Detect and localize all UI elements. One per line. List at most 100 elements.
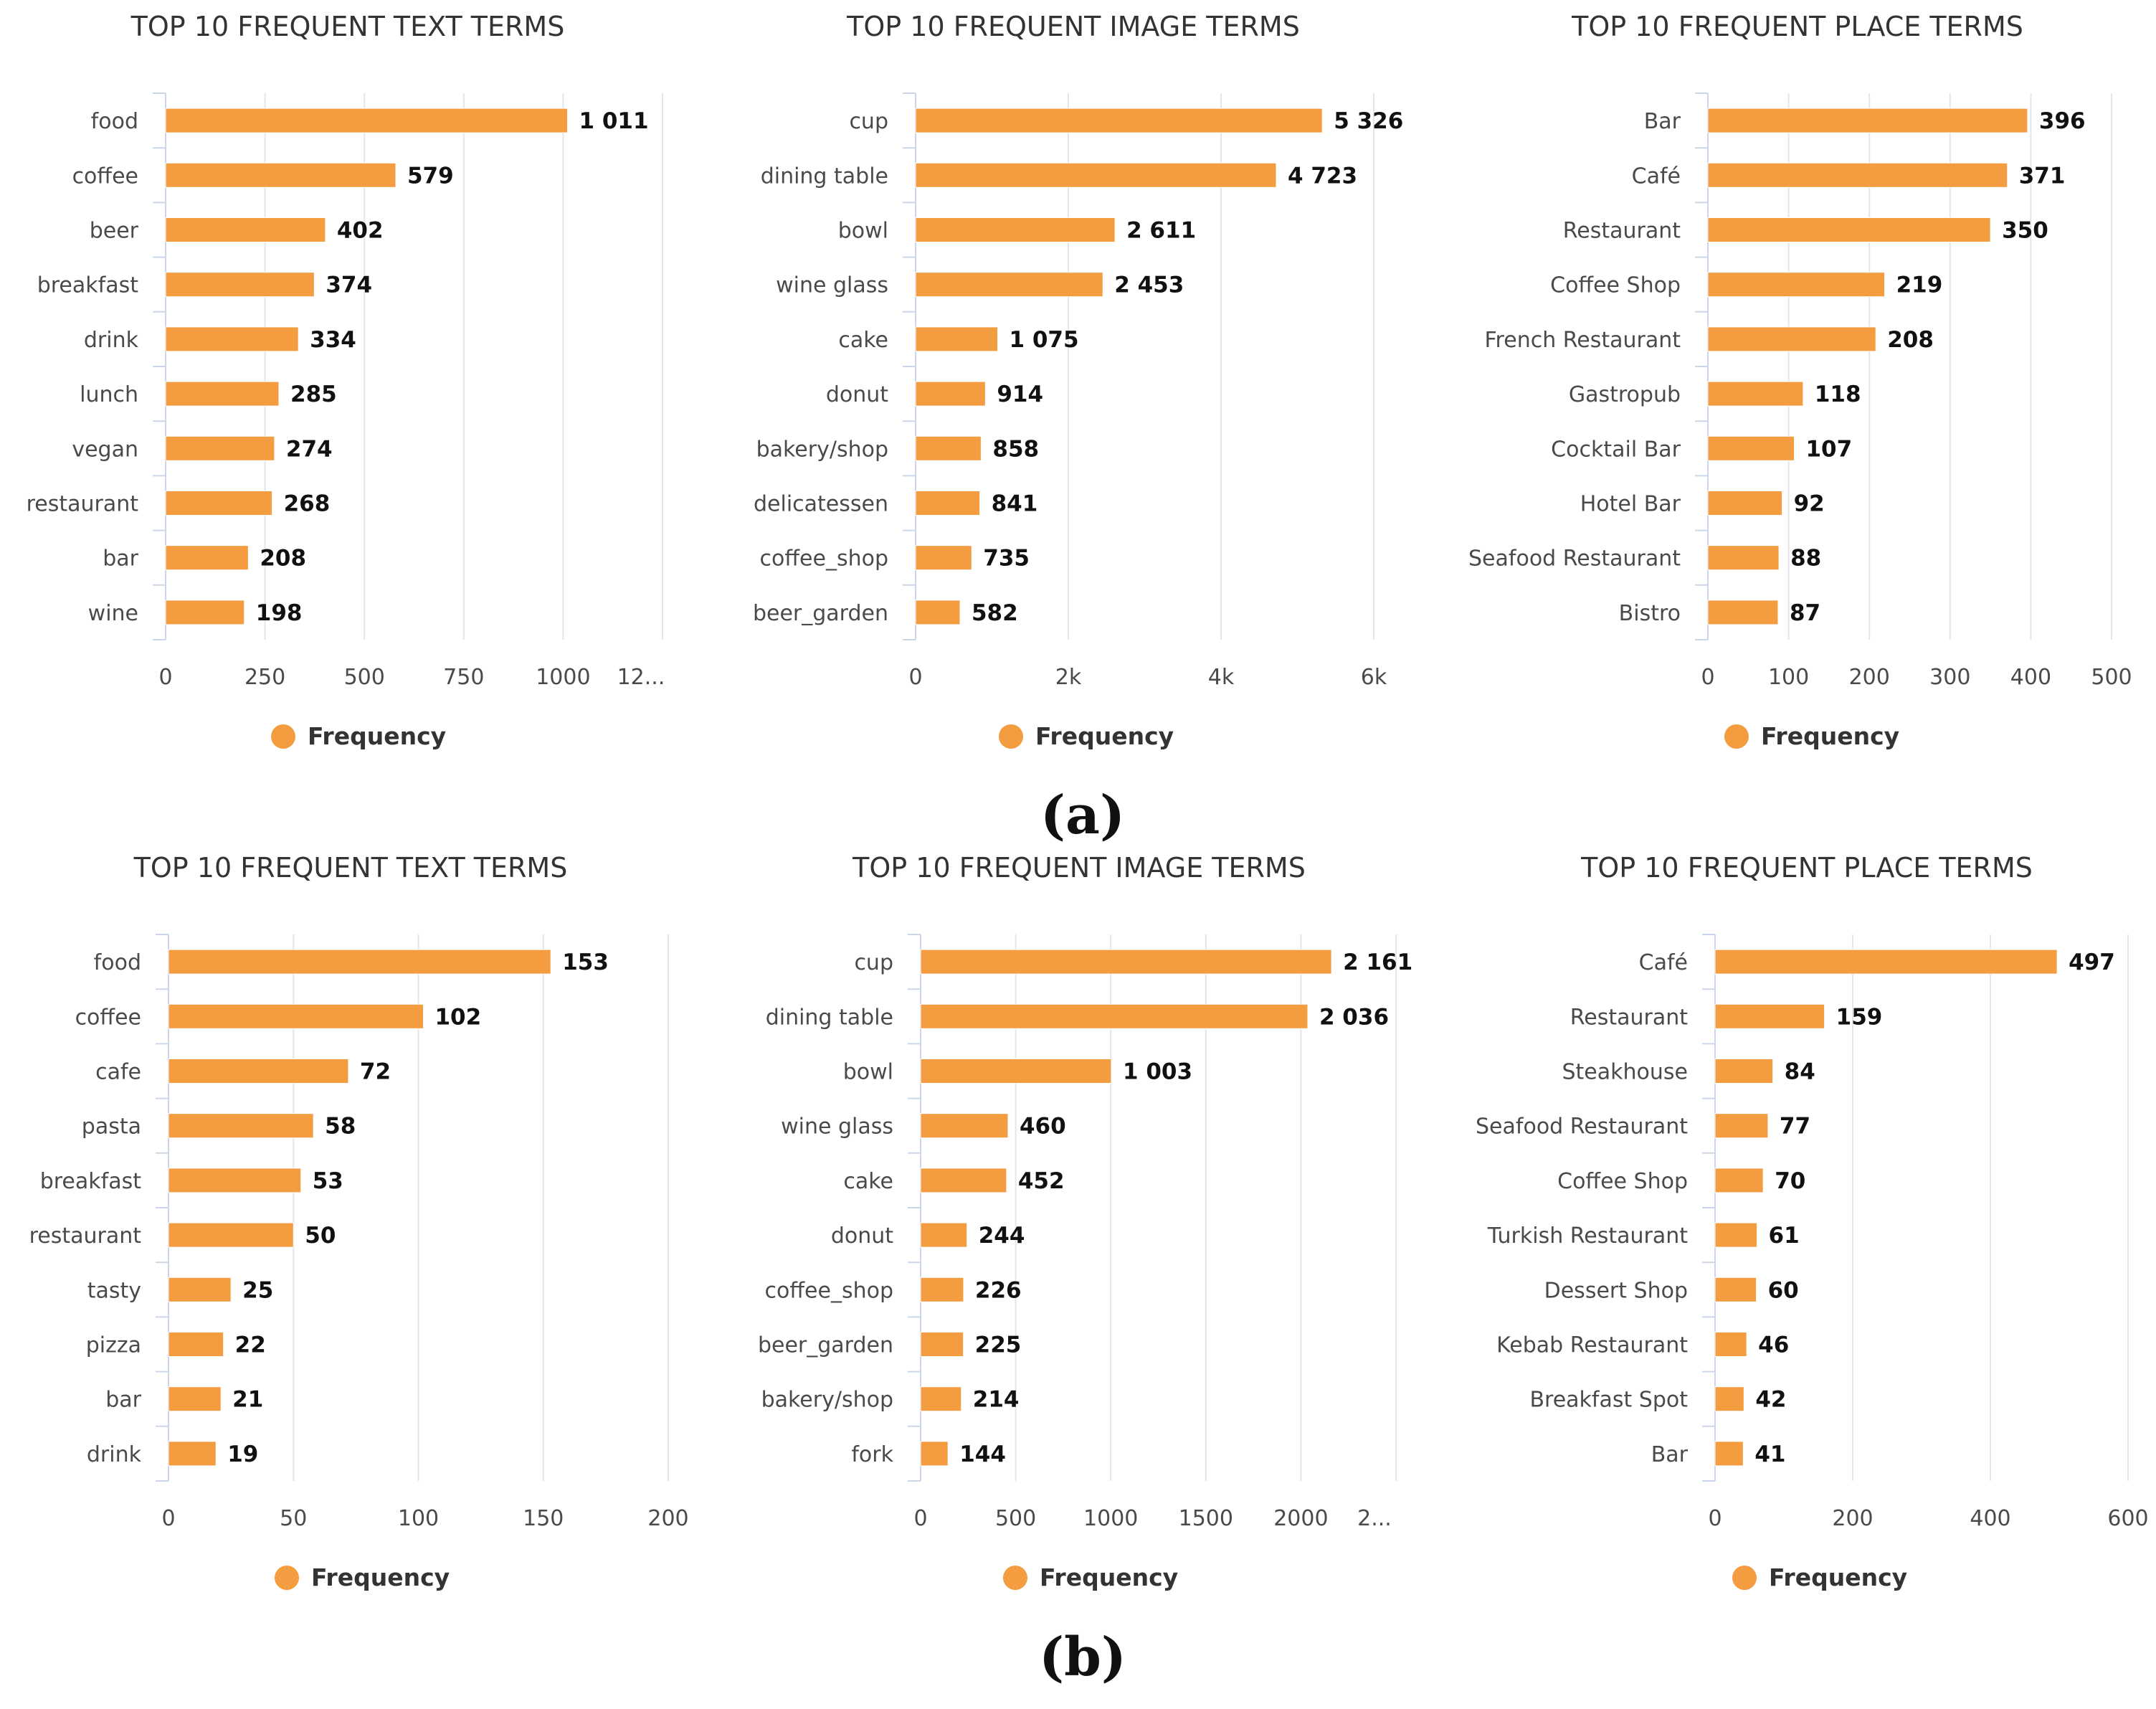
data-label: 53 — [313, 1168, 343, 1194]
category-label: cup — [849, 109, 888, 134]
category-label: bakery/shop — [761, 1388, 893, 1413]
data-label: 70 — [1775, 1168, 1805, 1194]
legend-label: Frequency — [1769, 1563, 1907, 1591]
chart-title: TOP 10 FREQUENT TEXT TERMS — [133, 852, 568, 884]
bar — [1714, 1441, 1744, 1467]
category-label: Coffee Shop — [1557, 1169, 1688, 1194]
category-label: lunch — [80, 382, 138, 407]
value-tick-label: 0 — [908, 665, 922, 690]
legend-swatch — [1003, 1566, 1027, 1590]
category-label: French Restaurant — [1484, 328, 1681, 353]
data-label: 22 — [235, 1332, 266, 1358]
value-tick-label: 2... — [1357, 1506, 1392, 1531]
category-label: Hotel Bar — [1580, 492, 1681, 517]
value-tick-label: 50 — [280, 1506, 307, 1531]
value-tick-label: 200 — [1832, 1506, 1873, 1531]
data-label: 452 — [1018, 1168, 1065, 1194]
data-label: 72 — [360, 1059, 391, 1085]
data-label: 144 — [959, 1441, 1006, 1467]
data-label: 350 — [2002, 218, 2048, 244]
bar — [165, 217, 326, 242]
category-label: cafe — [95, 1060, 141, 1085]
data-label: 219 — [1896, 273, 1943, 298]
legend-label: Frequency — [308, 722, 446, 750]
bar — [165, 545, 249, 571]
bar — [168, 1003, 424, 1029]
data-label: 153 — [562, 950, 609, 975]
data-label: 60 — [1768, 1277, 1799, 1303]
category-label: Restaurant — [1563, 219, 1681, 244]
value-tick-label: 2000 — [1273, 1506, 1328, 1531]
data-label: 87 — [1790, 600, 1820, 626]
category-label: cake — [843, 1169, 893, 1194]
category-label: Breakfast Spot — [1529, 1388, 1688, 1413]
data-label: 21 — [232, 1387, 263, 1413]
value-tick-label: 0 — [161, 1506, 175, 1531]
data-label: 4 723 — [1288, 163, 1357, 189]
data-label: 208 — [260, 546, 306, 572]
data-label: 118 — [1815, 382, 1861, 407]
data-label: 25 — [242, 1277, 273, 1303]
bar — [920, 1277, 964, 1302]
category-label: cake — [838, 328, 888, 353]
data-label: 159 — [1836, 1004, 1883, 1030]
value-tick-label: 0 — [1708, 1506, 1722, 1531]
category-label: coffee_shop — [760, 546, 888, 572]
category-label: wine glass — [781, 1114, 893, 1140]
bar — [1714, 1113, 1769, 1139]
data-label: 268 — [284, 491, 331, 517]
bar — [1707, 491, 1783, 516]
chart-title: TOP 10 FREQUENT IMAGE TERMS — [846, 11, 1300, 42]
chart-6: TOP 10 FREQUENT PLACE TERMS Café 497 Restau… — [1476, 852, 2149, 1591]
chart-title: TOP 10 FREQUENT TEXT TERMS — [130, 11, 565, 42]
data-label: 19 — [227, 1441, 258, 1467]
bar — [1714, 1059, 1774, 1084]
category-label: coffee — [75, 1005, 141, 1030]
data-label: 84 — [1785, 1059, 1815, 1085]
category-label: restaurant — [29, 1223, 142, 1249]
value-tick-label: 600 — [2107, 1506, 2148, 1531]
value-tick-label: 400 — [2010, 665, 2051, 690]
category-label: bowl — [838, 219, 888, 244]
data-label: 285 — [290, 382, 337, 407]
bar — [165, 162, 396, 188]
category-label: Bar — [1644, 109, 1681, 134]
data-label: 274 — [286, 436, 333, 462]
bar — [165, 272, 315, 298]
data-label: 1 075 — [1009, 327, 1078, 353]
bar — [920, 1441, 949, 1467]
data-label: 50 — [305, 1223, 336, 1249]
category-label: coffee — [72, 164, 138, 189]
bar — [1707, 600, 1779, 625]
legend-swatch — [999, 724, 1023, 749]
bar — [920, 1168, 1007, 1193]
bar — [920, 949, 1332, 975]
value-tick-label: 0 — [913, 1506, 927, 1531]
bar — [915, 217, 1116, 242]
value-tick-label: 6k — [1361, 665, 1387, 690]
data-label: 2 161 — [1343, 950, 1412, 975]
data-label: 102 — [434, 1004, 481, 1030]
chart-title: TOP 10 FREQUENT IMAGE TERMS — [852, 852, 1306, 884]
bar — [1707, 326, 1876, 352]
bar — [915, 545, 972, 571]
data-label: 396 — [2039, 108, 2086, 134]
category-label: Café — [1639, 950, 1688, 975]
category-label: Cocktail Bar — [1551, 437, 1681, 462]
value-tick-label: 500 — [2091, 665, 2132, 690]
data-label: 334 — [310, 327, 356, 353]
category-label: Kebab Restaurant — [1496, 1333, 1688, 1358]
bar — [1714, 1332, 1747, 1357]
legend-label: Frequency — [311, 1563, 450, 1591]
data-label: 41 — [1754, 1441, 1785, 1467]
category-label: fork — [851, 1442, 893, 1467]
category-label: drink — [87, 1442, 142, 1467]
bar — [1714, 1277, 1757, 1302]
data-label: 402 — [337, 218, 384, 244]
value-tick-label: 100 — [398, 1506, 439, 1531]
data-label: 374 — [326, 273, 372, 298]
bar — [168, 1277, 232, 1302]
chart-2: TOP 10 FREQUENT IMAGE TERMS cup 5 326 dinin… — [753, 11, 1403, 750]
data-label: 42 — [1755, 1387, 1786, 1413]
value-tick-label: 1500 — [1179, 1506, 1233, 1531]
